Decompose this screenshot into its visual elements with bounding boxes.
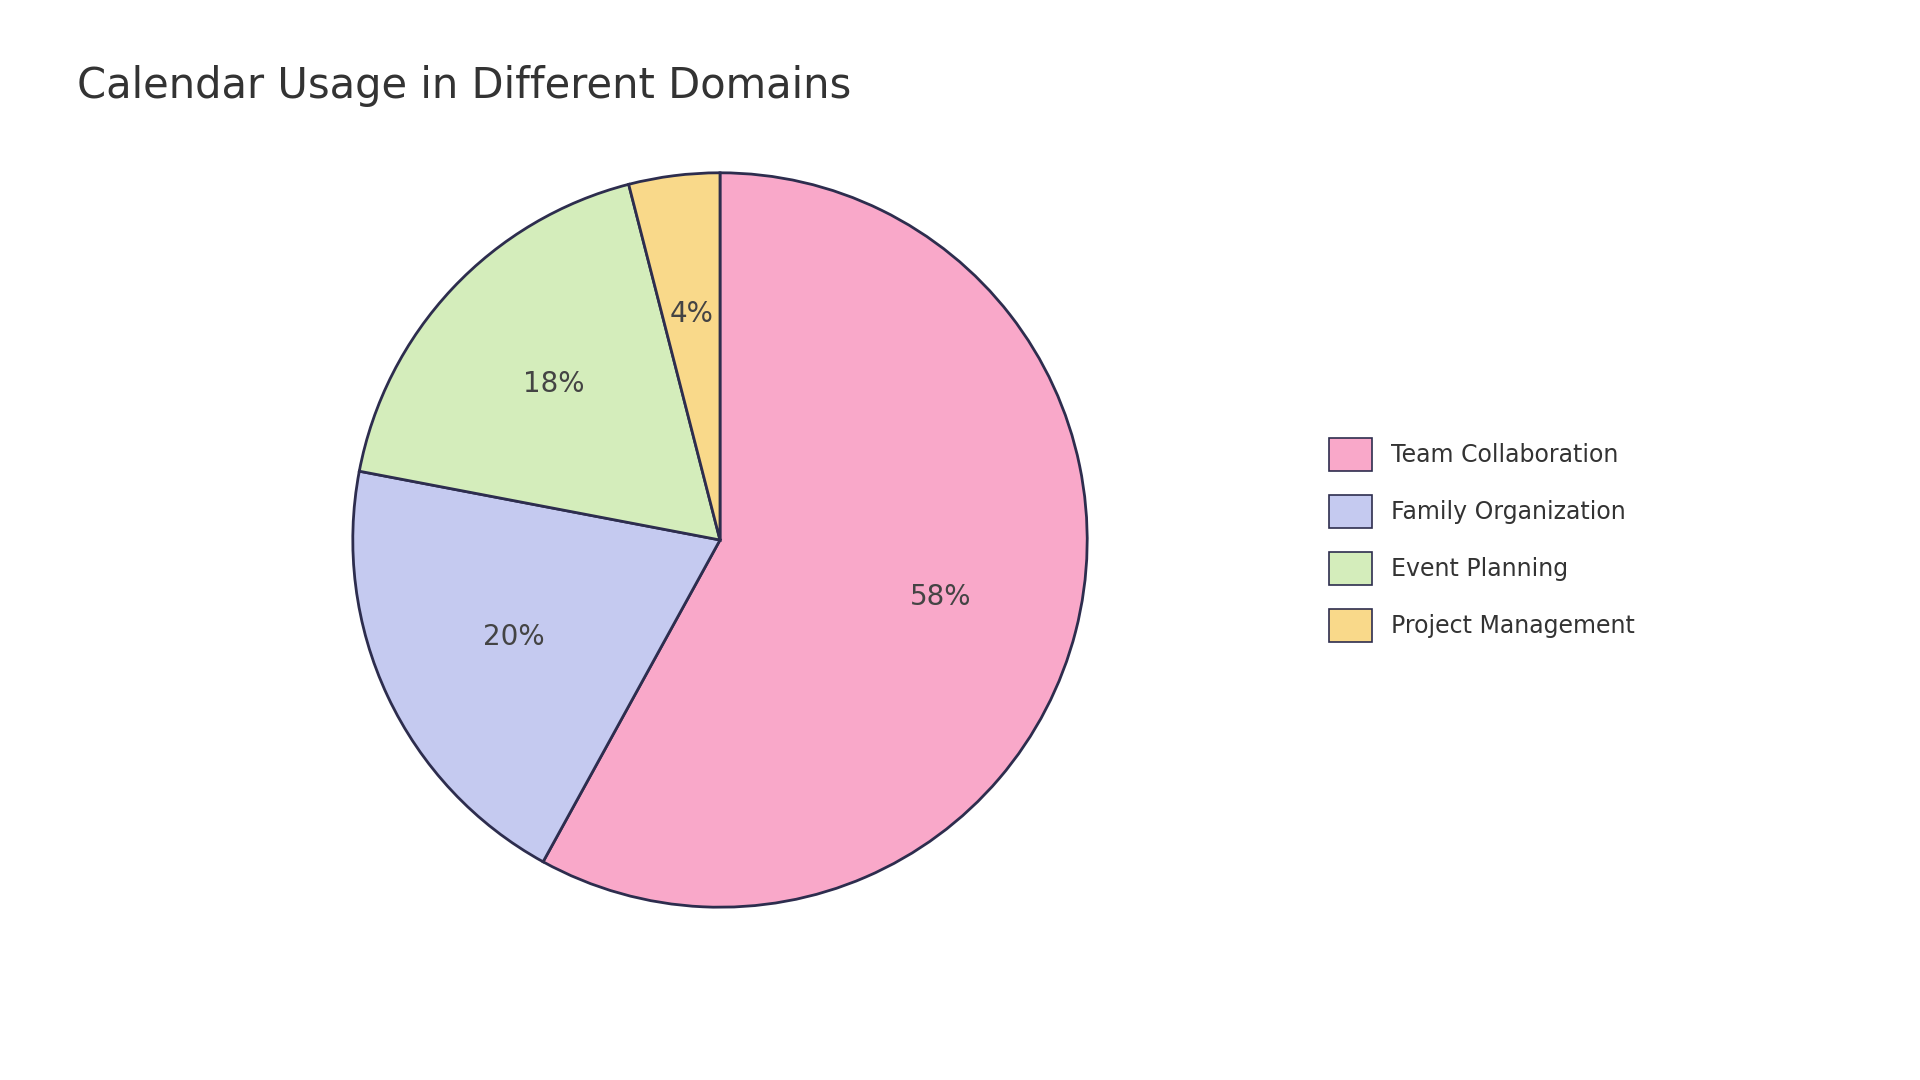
Legend: Team Collaboration, Family Organization, Event Planning, Project Management: Team Collaboration, Family Organization,…: [1317, 426, 1645, 654]
Text: 58%: 58%: [910, 582, 972, 610]
Text: 4%: 4%: [670, 300, 714, 328]
Text: Calendar Usage in Different Domains: Calendar Usage in Different Domains: [77, 65, 851, 107]
Wedge shape: [628, 173, 720, 540]
Wedge shape: [359, 185, 720, 540]
Text: 18%: 18%: [524, 370, 586, 399]
Wedge shape: [353, 471, 720, 862]
Text: 20%: 20%: [484, 623, 545, 651]
Wedge shape: [543, 173, 1087, 907]
